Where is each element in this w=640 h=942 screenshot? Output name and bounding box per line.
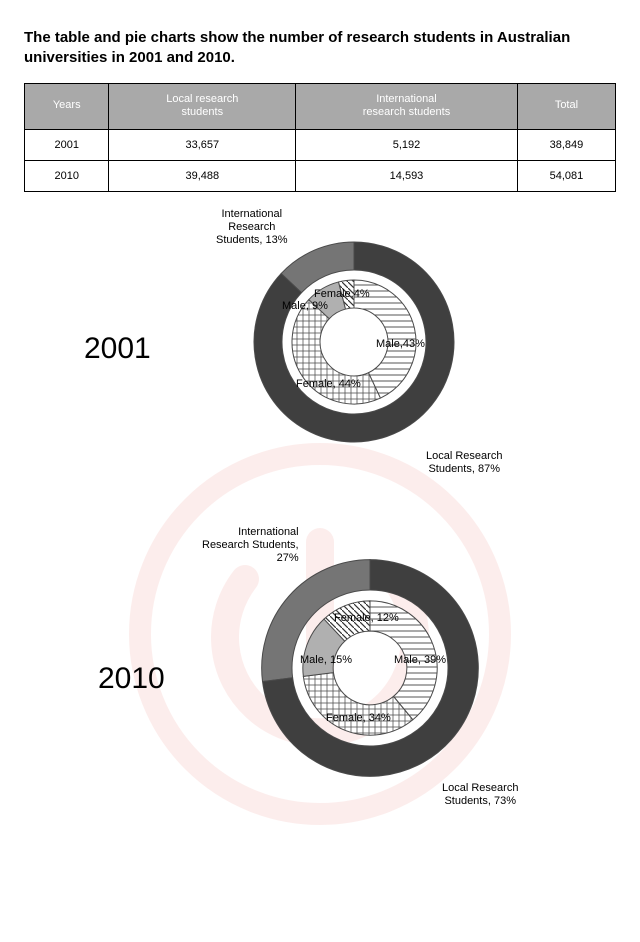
label-2010-local-female: Female, 34% — [326, 712, 391, 725]
year-label-2010: 2010 — [98, 662, 165, 696]
data-table: YearsLocal research studentsInternationa… — [24, 83, 616, 193]
table-cell: 33,657 — [109, 130, 296, 161]
table-header: International research students — [296, 83, 518, 130]
label-2001-intl-male: Male, 9% — [282, 300, 328, 313]
label-2010-outer-intl: International Research Students, 27% — [202, 526, 299, 566]
table-row: 201039,48814,59354,081 — [25, 161, 616, 192]
table-cell: 2010 — [25, 161, 109, 192]
table-cell: 54,081 — [517, 161, 615, 192]
table-header: Local research students — [109, 83, 296, 130]
table-header: Years — [25, 83, 109, 130]
label-2001-local-male: Male,43% — [376, 338, 425, 351]
label-2010-outer-local: Local Research Students, 73% — [442, 782, 518, 808]
label-2001-local-female: Female, 44% — [296, 378, 361, 391]
label-2010-intl-female: Female, 12% — [334, 612, 399, 625]
label-2001-outer-intl: International Research Students, 13% — [216, 208, 288, 248]
donut-chart-2010 — [240, 538, 500, 798]
table-cell: 2001 — [25, 130, 109, 161]
table-cell: 39,488 — [109, 161, 296, 192]
label-2010-intl-male: Male, 15% — [300, 654, 352, 667]
table-cell: 14,593 — [296, 161, 518, 192]
charts-area: 2001 International Research Students, 13… — [24, 214, 616, 914]
table-row: 200133,6575,19238,849 — [25, 130, 616, 161]
page-title: The table and pie charts show the number… — [24, 28, 616, 69]
table-cell: 38,849 — [517, 130, 615, 161]
year-label-2001: 2001 — [84, 332, 151, 366]
donut-chart-2001 — [234, 222, 474, 462]
table-cell: 5,192 — [296, 130, 518, 161]
table-header: Total — [517, 83, 615, 130]
label-2010-local-male: Male, 39% — [394, 654, 446, 667]
label-2001-outer-local: Local Research Students, 87% — [426, 450, 502, 476]
